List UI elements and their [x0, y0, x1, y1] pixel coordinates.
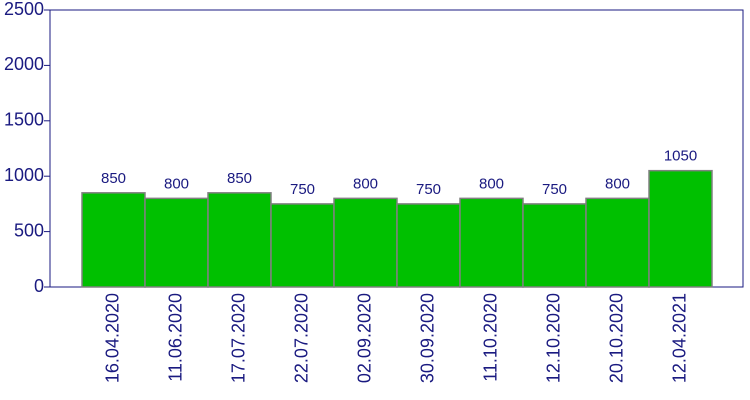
y-tick-label: 1500	[4, 110, 44, 130]
value-label: 750	[290, 181, 315, 198]
x-tick-label: 22.07.2020	[291, 293, 311, 383]
bar	[585, 197, 650, 288]
y-tick-label: 2500	[4, 0, 44, 19]
bar	[522, 203, 587, 288]
value-label: 850	[101, 170, 126, 187]
x-tick-label: 16.04.2020	[102, 293, 122, 383]
x-tick-label: 02.09.2020	[354, 293, 374, 383]
bar	[396, 203, 461, 288]
x-tick-label: 20.10.2020	[606, 293, 626, 383]
value-label: 800	[353, 175, 378, 192]
bar	[459, 197, 524, 288]
y-tick-label: 500	[14, 220, 44, 240]
y-tick-label: 1000	[4, 165, 44, 185]
bar	[207, 192, 272, 288]
bar	[648, 169, 713, 288]
bar	[144, 197, 209, 288]
x-tick-label: 17.07.2020	[228, 293, 248, 383]
value-label: 1050	[664, 148, 697, 165]
x-tick-label: 12.10.2020	[543, 293, 563, 383]
x-tick-label: 12.04.2021	[669, 293, 689, 383]
bar	[333, 197, 398, 288]
value-label: 800	[605, 175, 630, 192]
x-tick-label: 11.10.2020	[480, 293, 500, 382]
bar	[81, 192, 146, 288]
value-label: 850	[227, 170, 252, 187]
value-label: 750	[542, 181, 567, 198]
value-label: 750	[416, 181, 441, 198]
value-label: 800	[479, 175, 504, 192]
y-tick-label: 0	[34, 276, 44, 296]
x-tick-label: 30.09.2020	[417, 293, 437, 383]
bar	[270, 203, 335, 288]
x-tick-label: 11.06.2020	[165, 293, 185, 382]
y-tick-label: 2000	[4, 54, 44, 74]
value-label: 800	[164, 175, 189, 192]
